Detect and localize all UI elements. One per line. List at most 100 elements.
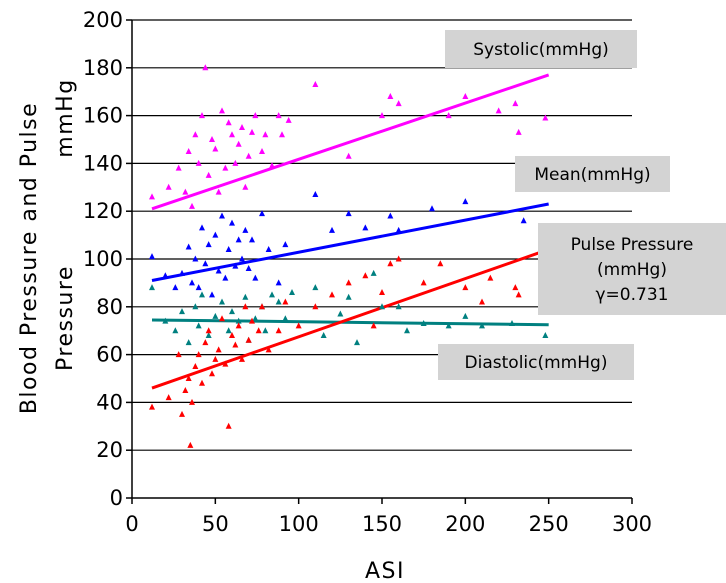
pulse-annotation: Pulse Pressure (mmHg) γ=0.731 <box>538 223 726 315</box>
x-tick-label-250: 250 <box>529 512 569 536</box>
mean-point-10 <box>205 241 212 248</box>
diastolic-point-6 <box>195 322 202 329</box>
y-axis-title-line1: Blood Pressure and Pulse <box>17 102 42 414</box>
pulse-trend-line <box>151 248 550 390</box>
systolic-point-6 <box>192 131 199 138</box>
mean-point-23 <box>249 236 255 243</box>
mean-point-22 <box>245 265 252 272</box>
systolic-point-9 <box>202 64 209 71</box>
mean-point-32 <box>362 224 369 231</box>
diastolic-point-5 <box>192 303 199 310</box>
pulse-point-32 <box>312 303 319 310</box>
systolic-annotation: Systolic(mmHg) <box>445 30 637 68</box>
mean-point-15 <box>222 274 229 281</box>
diastolic-point-22 <box>289 288 295 295</box>
systolic-point-14 <box>219 107 225 114</box>
systolic-point-7 <box>195 159 202 166</box>
systolic-point-36 <box>445 112 452 119</box>
diastolic-point-32 <box>420 320 427 327</box>
pulse-point-28 <box>265 346 272 353</box>
diastolic-point-24 <box>320 331 327 338</box>
mean-point-24 <box>252 274 259 281</box>
pulse-point-5 <box>185 375 192 381</box>
mean-point-36 <box>462 198 469 205</box>
mean-point-33 <box>387 212 394 219</box>
mean-point-5 <box>189 279 195 286</box>
systolic-point-35 <box>395 100 402 107</box>
mean-point-34 <box>395 226 402 233</box>
systolic-point-3 <box>182 188 189 195</box>
systolic-point-13 <box>215 188 222 195</box>
pulse-annotation-line-2: γ=0.731 <box>596 285 669 305</box>
mean-point-25 <box>259 210 265 217</box>
pulse-point-25 <box>249 317 255 324</box>
mean-point-30 <box>329 226 335 233</box>
diastolic-point-36 <box>509 320 515 327</box>
diastolic-annotation-line-0: Diastolic(mmHg) <box>465 353 608 373</box>
diastolic-point-31 <box>404 327 410 334</box>
mean-point-1 <box>162 272 169 279</box>
mean-point-35 <box>429 205 435 212</box>
trend-lines <box>151 73 550 390</box>
x-tick-label-100: 100 <box>279 512 319 536</box>
diastolic-point-4 <box>185 339 192 346</box>
mean-point-29 <box>312 190 319 197</box>
diastolic-point-33 <box>445 322 452 329</box>
systolic-point-28 <box>275 112 282 119</box>
pulse-point-11 <box>202 339 209 346</box>
diastolic-point-12 <box>229 308 235 315</box>
x-tick-label-200: 200 <box>445 512 485 536</box>
systolic-point-5 <box>189 202 195 209</box>
pulse-point-16 <box>219 315 225 322</box>
pulse-point-24 <box>245 336 252 343</box>
mean-point-20 <box>239 255 245 262</box>
diastolic-point-30 <box>395 303 402 310</box>
mean-point-2 <box>172 284 179 291</box>
pulse-point-12 <box>205 327 212 334</box>
gridlines <box>132 19 632 451</box>
y-tick-label-40: 40 <box>96 390 123 414</box>
systolic-point-38 <box>495 107 502 114</box>
y-tick-label-80: 80 <box>96 295 123 319</box>
systolic-point-0 <box>149 193 155 200</box>
tick-labels: 0 20 40 60 80 100 120 140 160 180 200 0 50 100 150 200 2… <box>83 8 652 536</box>
pulse-point-46 <box>515 291 522 298</box>
mean-point-9 <box>202 260 209 267</box>
pulse-point-17 <box>222 360 229 367</box>
diastolic-point-20 <box>275 298 282 305</box>
systolic-point-11 <box>209 136 215 142</box>
diastolic-point-14 <box>242 293 249 300</box>
pulse-point-31 <box>295 322 302 329</box>
mean-point-18 <box>232 262 239 269</box>
diastolic-point-37 <box>542 331 549 338</box>
systolic-point-40 <box>515 128 522 135</box>
diastolic-point-34 <box>462 312 469 319</box>
diastolic-point-10 <box>219 298 225 305</box>
pulse-point-40 <box>420 279 427 286</box>
pulse-point-22 <box>239 355 245 362</box>
diastolic-annotation: Diastolic(mmHg) <box>438 344 634 380</box>
diastolic-point-16 <box>252 315 259 322</box>
pulse-point-44 <box>487 274 494 281</box>
systolic-annotation-box <box>445 30 637 68</box>
pulse-point-13 <box>209 370 215 377</box>
pulse-point-3 <box>179 410 185 417</box>
pulse-point-4 <box>182 386 189 393</box>
pulse-point-20 <box>232 341 239 348</box>
pulse-point-6 <box>187 441 194 448</box>
systolic-point-29 <box>279 131 285 138</box>
data-points <box>149 64 549 448</box>
pulse-point-18 <box>225 422 232 429</box>
systolic-point-37 <box>462 92 469 99</box>
axes <box>126 19 633 504</box>
mean-point-37 <box>520 217 527 224</box>
pulse-point-1 <box>165 394 172 401</box>
pulse-point-0 <box>149 403 155 410</box>
systolic-point-22 <box>245 152 252 159</box>
y-tick-label-180: 180 <box>83 56 123 80</box>
systolic-point-31 <box>312 81 319 88</box>
systolic-point-17 <box>229 131 235 138</box>
pulse-point-23 <box>242 303 249 310</box>
x-tick-label-300: 300 <box>612 512 652 536</box>
systolic-point-32 <box>345 152 352 159</box>
